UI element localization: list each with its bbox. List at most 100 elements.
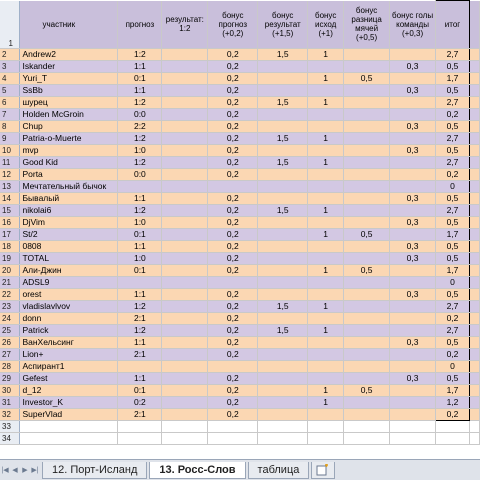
total-cell[interactable]: 2,7	[435, 48, 470, 61]
empty-cell[interactable]	[307, 432, 345, 445]
prediction-cell[interactable]: 1:2	[117, 300, 163, 313]
bonus-outcome-cell[interactable]	[307, 360, 345, 373]
header-bonus-outcome[interactable]: бонус исход (+1)	[307, 0, 345, 49]
row-header[interactable]: 7	[0, 108, 21, 121]
participant-cell[interactable]: Lion+	[19, 348, 119, 361]
total-cell[interactable]: 2,7	[435, 324, 470, 337]
result-cell[interactable]	[161, 132, 209, 145]
total-cell[interactable]: 1,7	[435, 384, 470, 397]
bonus-prediction-cell[interactable]	[207, 276, 259, 289]
bonus-prediction-cell[interactable]: 0,2	[207, 396, 259, 409]
row-header[interactable]: 12	[0, 168, 21, 181]
result-cell[interactable]	[161, 288, 209, 301]
bonus-goal-diff-cell[interactable]: 0,5	[343, 264, 391, 277]
bonus-prediction-cell[interactable]: 0,2	[207, 204, 259, 217]
prediction-cell[interactable]: 2:2	[117, 120, 163, 133]
bonus-team-goals-cell[interactable]	[389, 132, 437, 145]
result-cell[interactable]	[161, 48, 209, 61]
bonus-result-cell[interactable]	[257, 276, 309, 289]
prediction-cell[interactable]: 0:1	[117, 384, 163, 397]
bonus-outcome-cell[interactable]	[307, 372, 345, 385]
bonus-team-goals-cell[interactable]: 0,3	[389, 240, 437, 253]
participant-cell[interactable]: Holden McGroin	[19, 108, 119, 121]
bonus-prediction-cell[interactable]: 0,2	[207, 336, 259, 349]
extra-cell[interactable]	[469, 144, 480, 157]
participant-cell[interactable]: Chup	[19, 120, 119, 133]
bonus-goal-diff-cell[interactable]	[343, 396, 391, 409]
bonus-team-goals-cell[interactable]: 0,3	[389, 120, 437, 133]
empty-cell[interactable]	[117, 432, 163, 445]
bonus-prediction-cell[interactable]: 0,2	[207, 168, 259, 181]
row-header[interactable]: 15	[0, 204, 21, 217]
row-header[interactable]: 13	[0, 180, 21, 193]
total-cell[interactable]: 2,7	[435, 156, 470, 169]
row-header[interactable]: 29	[0, 372, 21, 385]
bonus-goal-diff-cell[interactable]	[343, 144, 391, 157]
header-bonus-team-goals[interactable]: бонус голы команды (+0,3)	[389, 0, 437, 49]
result-cell[interactable]	[161, 192, 209, 205]
extra-cell[interactable]	[469, 384, 480, 397]
bonus-prediction-cell[interactable]: 0,2	[207, 156, 259, 169]
prediction-cell[interactable]: 0:1	[117, 264, 163, 277]
result-cell[interactable]	[161, 240, 209, 253]
extra-cell[interactable]	[469, 156, 480, 169]
extra-cell[interactable]	[469, 372, 480, 385]
total-cell[interactable]: 0,5	[435, 84, 470, 97]
row-header[interactable]: 18	[0, 240, 21, 253]
empty-cell[interactable]	[207, 432, 259, 445]
empty-cell[interactable]	[117, 420, 163, 433]
prediction-cell[interactable]: 0:0	[117, 168, 163, 181]
extra-cell[interactable]	[469, 132, 480, 145]
bonus-result-cell[interactable]	[257, 360, 309, 373]
prev-sheet-button[interactable]: ◀	[12, 467, 18, 474]
total-cell[interactable]: 2,7	[435, 204, 470, 217]
prediction-cell[interactable]: 1:1	[117, 336, 163, 349]
extra-cell[interactable]	[469, 336, 480, 349]
bonus-team-goals-cell[interactable]	[389, 300, 437, 313]
result-cell[interactable]	[161, 252, 209, 265]
result-cell[interactable]	[161, 324, 209, 337]
participant-cell[interactable]: Iskander	[19, 60, 119, 73]
bonus-outcome-cell[interactable]	[307, 240, 345, 253]
result-cell[interactable]	[161, 372, 209, 385]
prediction-cell[interactable]: 1:1	[117, 372, 163, 385]
row-header[interactable]: 17	[0, 228, 21, 241]
result-cell[interactable]	[161, 384, 209, 397]
bonus-goal-diff-cell[interactable]	[343, 168, 391, 181]
bonus-outcome-cell[interactable]	[307, 336, 345, 349]
empty-cell[interactable]	[307, 420, 345, 433]
empty-cell[interactable]	[343, 420, 391, 433]
result-cell[interactable]	[161, 96, 209, 109]
bonus-goal-diff-cell[interactable]	[343, 348, 391, 361]
prediction-cell[interactable]: 0:1	[117, 228, 163, 241]
row-header[interactable]: 10	[0, 144, 21, 157]
bonus-result-cell[interactable]: 1,5	[257, 132, 309, 145]
prediction-cell[interactable]: 1:0	[117, 252, 163, 265]
prediction-cell[interactable]: 1:1	[117, 192, 163, 205]
total-cell[interactable]: 0,5	[435, 252, 470, 265]
bonus-prediction-cell[interactable]: 0,2	[207, 264, 259, 277]
bonus-goal-diff-cell[interactable]: 0,5	[343, 384, 391, 397]
bonus-team-goals-cell[interactable]	[389, 360, 437, 373]
empty-cell[interactable]	[19, 420, 119, 433]
bonus-prediction-cell[interactable]: 0,2	[207, 384, 259, 397]
bonus-outcome-cell[interactable]: 1	[307, 300, 345, 313]
bonus-goal-diff-cell[interactable]	[343, 192, 391, 205]
bonus-goal-diff-cell[interactable]	[343, 312, 391, 325]
bonus-goal-diff-cell[interactable]: 0,5	[343, 72, 391, 85]
bonus-team-goals-cell[interactable]	[389, 228, 437, 241]
result-cell[interactable]	[161, 300, 209, 313]
bonus-result-cell[interactable]	[257, 288, 309, 301]
participant-cell[interactable]: SsBb	[19, 84, 119, 97]
result-cell[interactable]	[161, 168, 209, 181]
result-cell[interactable]	[161, 216, 209, 229]
bonus-outcome-cell[interactable]	[307, 144, 345, 157]
bonus-prediction-cell[interactable]: 0,2	[207, 48, 259, 61]
bonus-prediction-cell[interactable]: 0,2	[207, 240, 259, 253]
bonus-goal-diff-cell[interactable]	[343, 408, 391, 421]
result-cell[interactable]	[161, 312, 209, 325]
total-cell[interactable]: 0,2	[435, 168, 470, 181]
prediction-cell[interactable]: 2:1	[117, 348, 163, 361]
extra-cell[interactable]	[469, 264, 480, 277]
row-header[interactable]: 21	[0, 276, 21, 289]
